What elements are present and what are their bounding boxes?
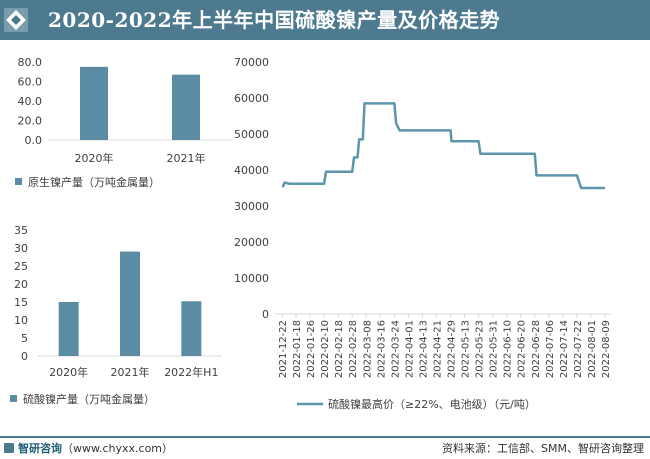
c3-xtick-label: 2022-05-13 <box>461 320 472 378</box>
c1-bar <box>172 74 200 140</box>
c3-xtick-label: 2022-04-21 <box>432 320 443 378</box>
header-bar: 2020-2022年上半年中国硫酸镍产量及价格走势 <box>0 0 650 40</box>
c3-ytick-label: 30000 <box>234 200 269 213</box>
c3-ytick-label: 50000 <box>234 128 269 141</box>
source-note: 资料来源：工信部、SMM、智研咨询整理 <box>442 442 644 455</box>
c1-ytick-label: 0.0 <box>25 134 43 147</box>
c2-legend-label: 硫酸镍产量（万吨金属量） <box>23 392 155 406</box>
c1-xtick-label: 2021年 <box>167 151 206 165</box>
c3-legend-label: 硫酸镍最高价（≥22%、电池级）（元/吨） <box>328 397 536 411</box>
c3-xtick-label: 2022-01-26 <box>306 320 317 378</box>
c3-xtick-label: 2022-07-06 <box>545 320 556 378</box>
brand-name: 智研咨询 <box>18 442 62 455</box>
c3-ytick-label: 20000 <box>234 236 269 249</box>
c3-xtick-label: 2022-02-28 <box>348 320 359 378</box>
c2-xtick-label: 2020年 <box>49 365 88 379</box>
c2-ytick-label: 35 <box>14 224 28 237</box>
brand-url: （www.chyxx.com） <box>62 442 174 455</box>
c2-bar <box>58 302 79 356</box>
c3-ytick-label: 70000 <box>234 56 269 69</box>
c2-ytick-label: 15 <box>14 296 28 309</box>
c2-legend-swatch <box>10 395 17 402</box>
c3-xtick-label: 2022-06-20 <box>517 320 528 378</box>
diamond-arrow-icon <box>4 8 28 32</box>
c3-ytick-label: 10000 <box>234 272 269 285</box>
c2-ytick-label: 20 <box>14 278 28 291</box>
page-title: 2020-2022年上半年中国硫酸镍产量及价格走势 <box>48 8 501 32</box>
c3-xtick-label: 2022-08-09 <box>601 320 612 378</box>
c1-ytick-label: 60.0 <box>18 76 43 89</box>
c2-ytick-label: 10 <box>14 314 28 327</box>
c1-legend-label: 原生镍产量（万吨金属量） <box>28 175 160 189</box>
c3-xtick-label: 2022-02-18 <box>334 320 345 378</box>
c2-bar <box>120 251 140 356</box>
footer-divider <box>0 436 650 438</box>
c2-ytick-label: 5 <box>21 332 28 345</box>
c1-legend-swatch <box>15 178 22 185</box>
footer-brand: 智研咨询（www.chyxx.com） <box>4 440 173 456</box>
c3-ytick-label: 0 <box>262 308 269 321</box>
c2-bar <box>181 301 202 356</box>
c1-ytick-label: 20.0 <box>18 115 43 128</box>
c3-xtick-label: 2022-03-24 <box>390 320 401 378</box>
c3-xtick-label: 2021-12-22 <box>278 320 289 378</box>
c2-ytick-label: 0 <box>21 350 28 363</box>
c3-xtick-label: 2022-07-22 <box>573 320 584 378</box>
c1-ytick-label: 80.0 <box>18 56 43 69</box>
c2-ytick-label: 25 <box>14 260 28 273</box>
c3-ytick-label: 40000 <box>234 164 269 177</box>
c3-xtick-label: 2022-04-29 <box>447 320 458 378</box>
c1-ytick-label: 40.0 <box>18 95 43 108</box>
c3-xtick-label: 2022-04-01 <box>404 320 415 378</box>
c1-xtick-label: 2020年 <box>75 151 114 165</box>
c3-xtick-label: 2022-01-18 <box>292 320 303 378</box>
c3-xtick-label: 2022-03-16 <box>376 320 387 378</box>
c1-bar <box>80 66 108 140</box>
c3-xtick-label: 2022-08-01 <box>587 320 598 378</box>
c3-ytick-label: 60000 <box>234 92 269 105</box>
c3-xtick-label: 2022-02-10 <box>320 320 331 378</box>
c2-xtick-label: 2022年H1 <box>164 365 218 379</box>
c2-xtick-label: 2021年 <box>111 365 150 379</box>
c3-xtick-label: 2022-03-08 <box>362 320 373 378</box>
brand-logo-icon <box>4 443 14 453</box>
c2-ytick-label: 30 <box>14 242 28 255</box>
c3-xtick-label: 2022-07-14 <box>559 320 570 378</box>
c3-xtick-label: 2022-05-31 <box>489 320 500 378</box>
c3-xtick-label: 2022-04-13 <box>418 320 429 378</box>
c3-price-line <box>281 102 605 190</box>
c3-xtick-label: 2022-06-10 <box>503 320 514 378</box>
c3-xtick-label: 2022-05-23 <box>475 320 486 378</box>
c3-xtick-label: 2022-06-28 <box>531 320 542 378</box>
